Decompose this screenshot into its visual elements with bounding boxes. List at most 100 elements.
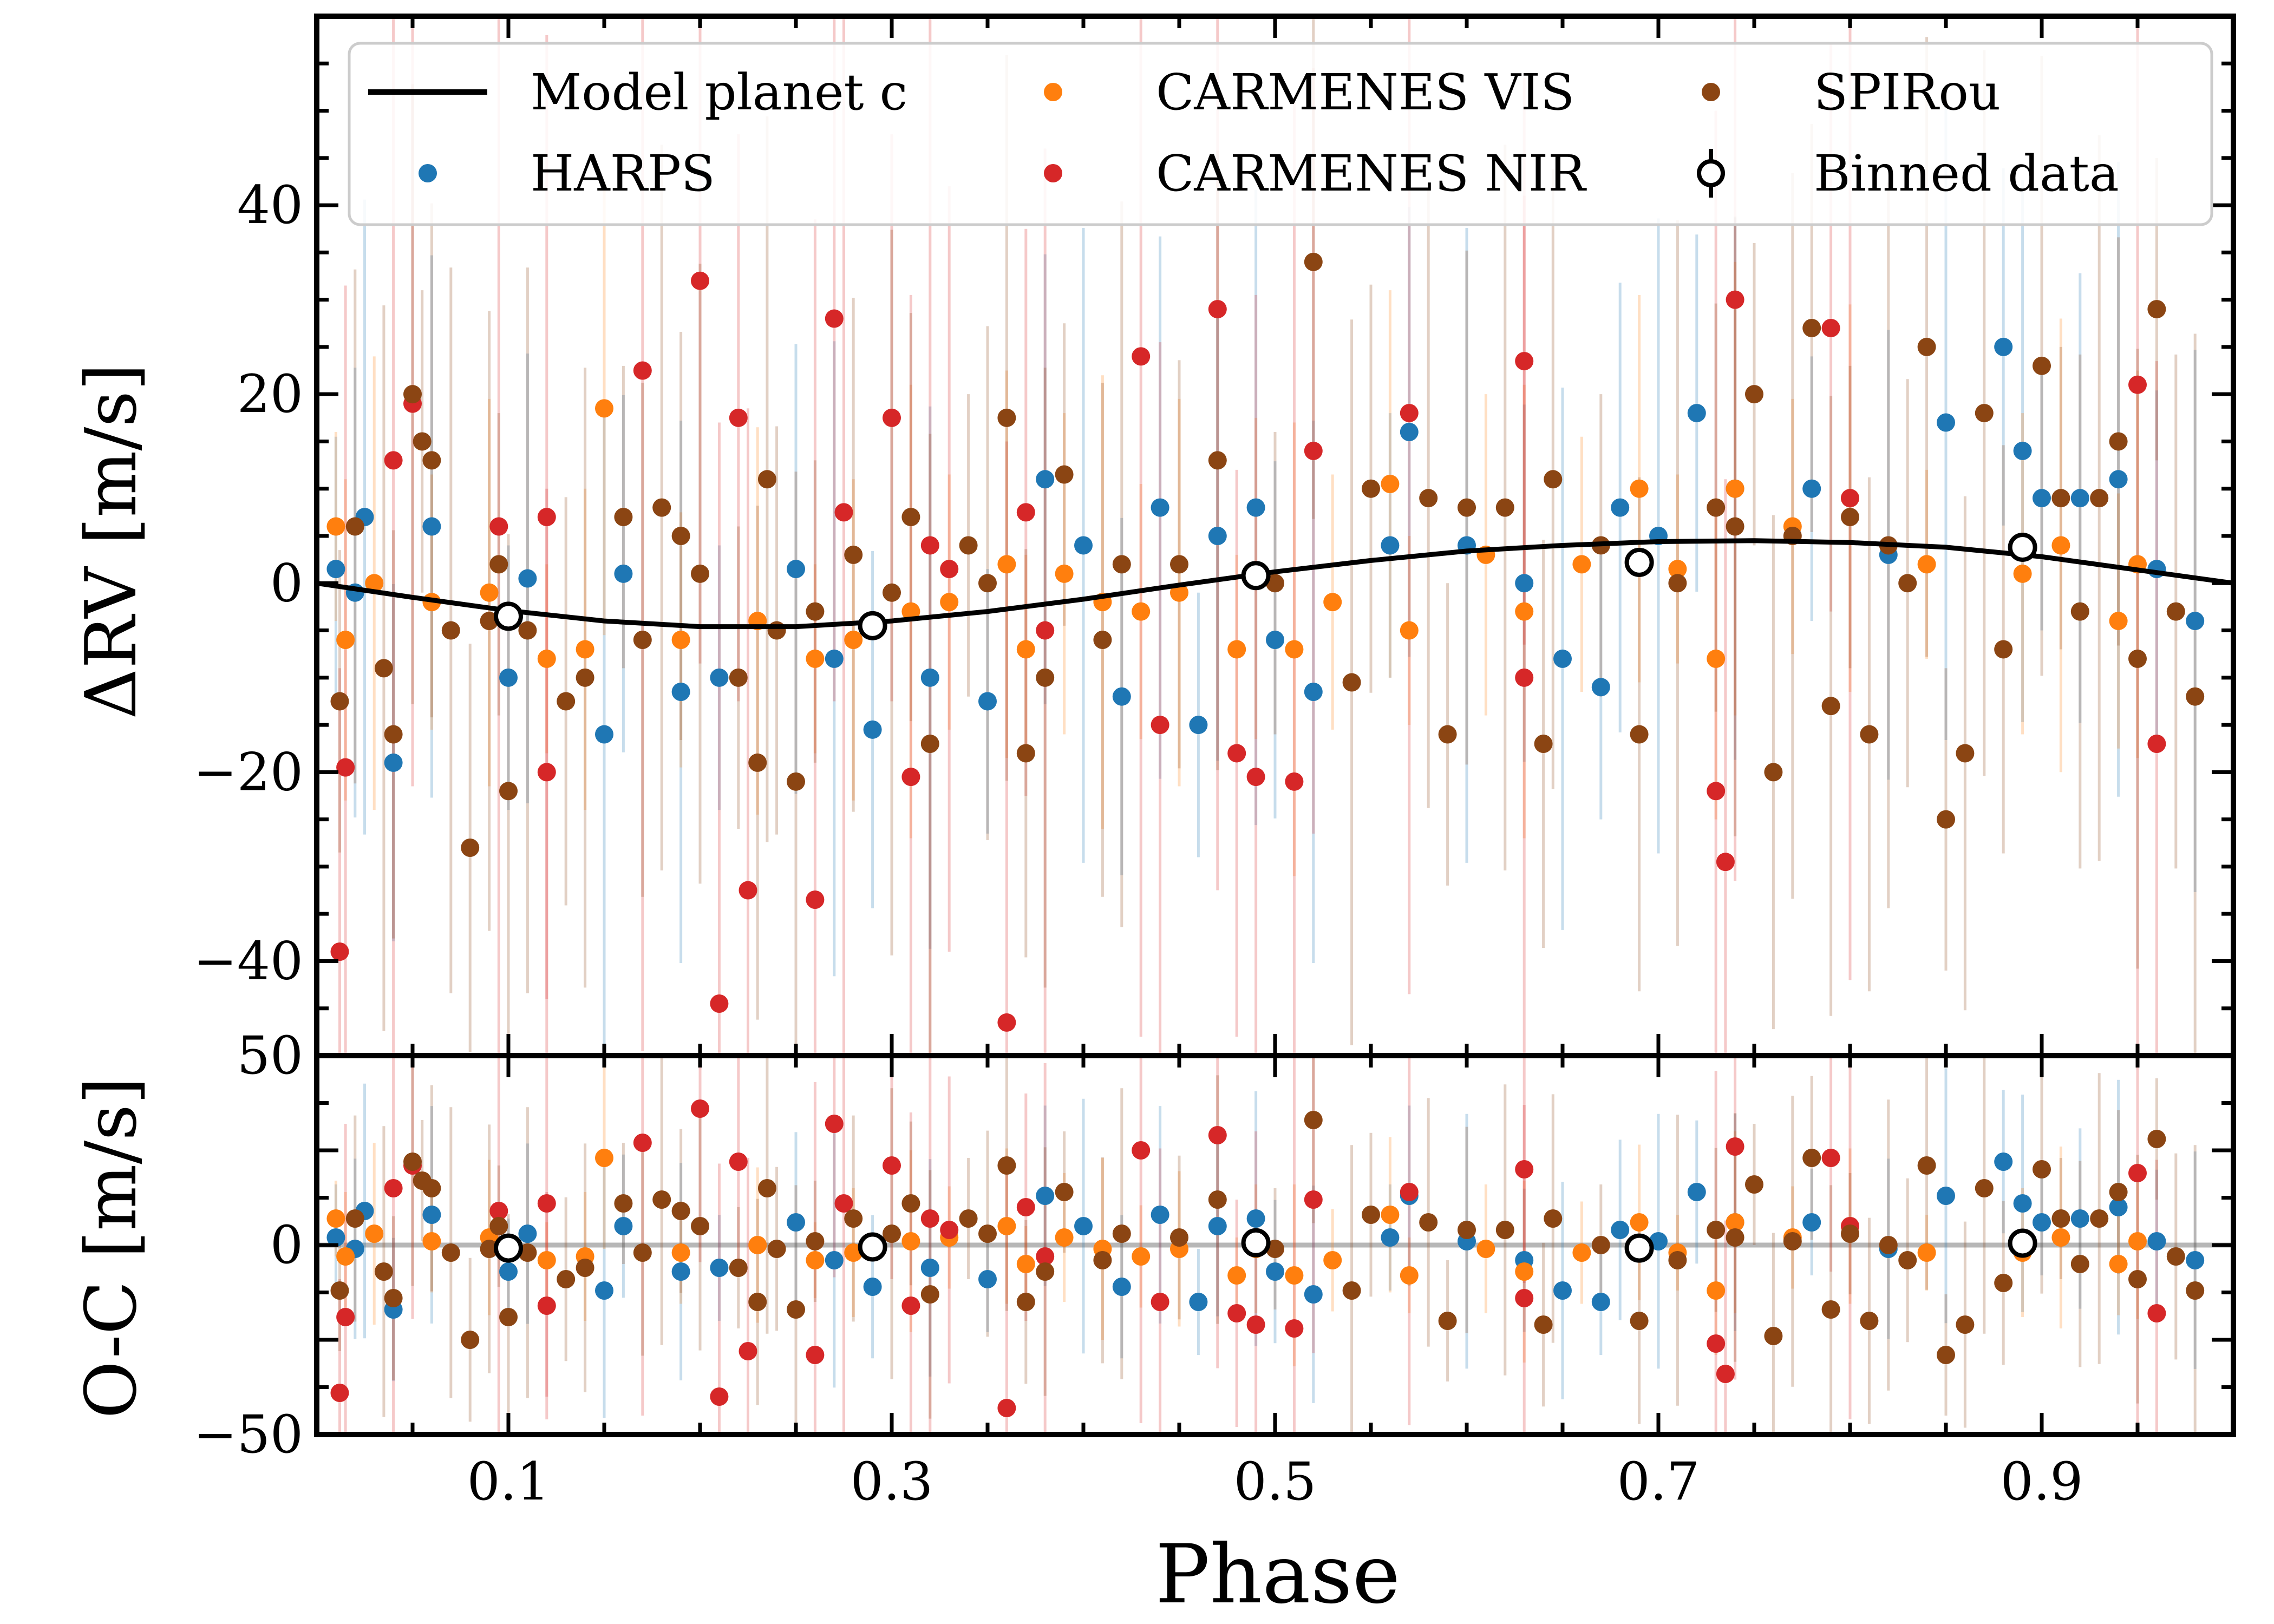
harps-point (787, 560, 805, 579)
carmenes-nir-point (940, 560, 959, 579)
carmenes-nir-point (489, 517, 508, 536)
spirou-point (729, 1259, 748, 1277)
spirou-point (1208, 1190, 1227, 1209)
harps-point (978, 1270, 997, 1288)
spirou-point (1707, 498, 1726, 517)
harps-point (2070, 489, 2089, 508)
spirou-point (997, 408, 1016, 427)
spirou-point (1419, 489, 1438, 508)
carmenes-vis-point (844, 631, 863, 649)
carmenes-vis-point (671, 631, 690, 649)
harps-point (1074, 536, 1093, 555)
carmenes-nir-point (1285, 1319, 1304, 1338)
spirou-point (1266, 1240, 1284, 1258)
carmenes-nir-point (997, 1013, 1016, 1032)
spirou-point (330, 692, 349, 711)
carmenes-vis-point (480, 583, 499, 602)
spirou-point (2033, 1160, 2051, 1178)
carmenes-vis-point (1285, 640, 1304, 659)
spirou-point (2090, 489, 2109, 508)
spirou-point (557, 692, 576, 711)
spirou-point (1458, 498, 1476, 517)
harps-point (671, 683, 690, 701)
harps-point (1246, 498, 1265, 517)
harps-point (1036, 470, 1055, 489)
carmenes-nir-point (1821, 1149, 1840, 1167)
spirou-point (671, 527, 690, 545)
spirou-point (576, 1259, 594, 1277)
harps-point (1151, 1206, 1169, 1224)
spirou-point (2070, 602, 2089, 621)
spirou-point (1055, 465, 1074, 484)
carmenes-nir-point (2147, 1304, 2166, 1322)
harps-point (1400, 423, 1419, 441)
harps-point (1994, 1152, 2013, 1171)
carmenes-nir-point (1208, 300, 1227, 319)
carmenes-vis-point (365, 1224, 384, 1243)
spirou-point (1821, 697, 1840, 716)
spirou-point (403, 1152, 422, 1171)
carmenes-nir-point (1707, 1334, 1726, 1353)
harps-point (518, 1224, 537, 1243)
carmenes-vis-point (997, 555, 1016, 574)
harps-point (326, 560, 345, 579)
spirou-point (1458, 1221, 1476, 1239)
legend-label: Model planet c (531, 63, 907, 121)
carmenes-nir-point (330, 942, 349, 961)
carmenes-vis-point (1016, 640, 1035, 659)
carmenes-vis-point (365, 574, 384, 593)
carmenes-nir-point (1016, 503, 1035, 522)
y-tick-label: −50 (193, 1404, 303, 1465)
binned-data-point (858, 1232, 887, 1262)
carmenes-vis-point (1707, 1281, 1726, 1300)
spirou-point (1707, 1221, 1726, 1239)
spirou-point (1956, 744, 1975, 763)
harps-point (920, 668, 939, 687)
carmenes-vis-point (595, 1149, 613, 1167)
legend: Model planet c HARPS CARMENES VIS CARMENES … (348, 42, 2213, 226)
harps-point (1112, 1278, 1131, 1296)
carmenes-nir-point (710, 994, 729, 1013)
spirou-point (844, 545, 863, 564)
carmenes-nir-point (729, 408, 748, 427)
spirou-point (729, 668, 748, 687)
carmenes-vis-point (1400, 1266, 1419, 1285)
carmenes-vis-point (2109, 1255, 2128, 1273)
harps-point (710, 668, 729, 687)
harps-point (422, 1206, 441, 1224)
spirou-point (2128, 649, 2147, 668)
spirou-point (330, 1281, 349, 1300)
spirou-point (1917, 337, 1936, 356)
residual-y-axis-title: O-C [m/s] (70, 1077, 152, 1418)
spirou-point (1764, 763, 1783, 782)
spirou-point (1438, 725, 1457, 744)
spirou-point (345, 517, 364, 536)
binned-data-point (1241, 561, 1271, 591)
spirou-point (901, 508, 920, 527)
carmenes-nir-point (1151, 716, 1169, 735)
spirou-point (844, 1209, 863, 1228)
legend-label: CARMENES NIR (1156, 145, 1587, 202)
spirou-point (557, 1270, 576, 1288)
y-tick-label: −20 (193, 742, 303, 802)
spirou-point (1093, 631, 1112, 649)
spirou-point (883, 1224, 901, 1243)
spirou-point (806, 602, 825, 621)
spirou-point (1544, 1209, 1563, 1228)
spirou-point (441, 1243, 460, 1262)
x-tick-label: 0.1 (467, 1451, 550, 1512)
harps-point (1266, 1262, 1284, 1281)
y-tick-label: 0 (270, 553, 303, 613)
carmenes-nir-point (330, 1384, 349, 1402)
harps-point (499, 668, 518, 687)
harps-point (671, 1262, 690, 1281)
spirou-point (1016, 1293, 1035, 1311)
carmenes-nir-point (1151, 1293, 1169, 1311)
harps-point (1246, 1209, 1265, 1228)
spirou-point (1726, 517, 1744, 536)
spirou-point (1036, 1262, 1055, 1281)
carmenes-nir-point (1036, 621, 1055, 640)
spirou-point (422, 451, 441, 470)
spirou-point (1304, 252, 1323, 271)
spirou-point (1745, 1175, 1763, 1194)
